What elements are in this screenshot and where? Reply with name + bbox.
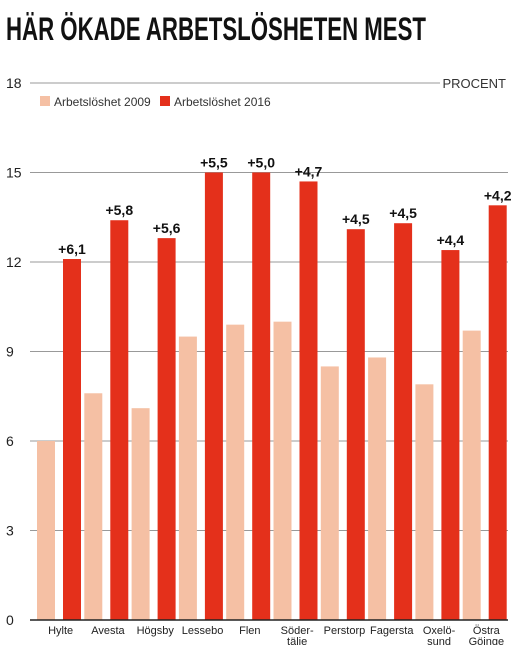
x-tick-label: Perstorp xyxy=(324,625,366,637)
y-tick-label: 6 xyxy=(6,433,14,449)
bar-2009 xyxy=(84,393,103,620)
data-label: +4,2 xyxy=(484,187,512,203)
legend: Arbetslöshet 2009 Arbetslöshet 2016 xyxy=(40,95,271,109)
data-label: +5,6 xyxy=(153,220,181,236)
x-tick-label: Avesta xyxy=(91,625,125,637)
legend-swatch-2009 xyxy=(40,96,50,106)
data-label: +4,5 xyxy=(389,205,417,221)
x-tick-label: tälje xyxy=(287,636,307,645)
x-tick-label: Lessebo xyxy=(182,625,224,637)
data-label: +4,4 xyxy=(437,232,465,248)
data-label: +4,5 xyxy=(342,211,370,227)
bar-2009 xyxy=(178,336,197,620)
bar-2009 xyxy=(462,330,481,620)
y-tick-label: 15 xyxy=(6,165,22,181)
bar-2009 xyxy=(320,366,339,620)
bar-2016 xyxy=(299,181,318,620)
bar-2016 xyxy=(394,223,413,620)
legend-swatch-2016 xyxy=(160,96,170,106)
x-tick-label: Fagersta xyxy=(370,625,414,637)
data-label: +5,8 xyxy=(105,202,133,218)
unit-label: PROCENT xyxy=(442,76,506,91)
bar-2016 xyxy=(157,238,176,620)
x-tick-label: Högsby xyxy=(137,625,175,637)
x-tick-label: Flen xyxy=(239,625,260,637)
bar-2009 xyxy=(131,408,150,620)
bar-2016 xyxy=(252,172,271,620)
legend-label-2009: Arbetslöshet 2009 xyxy=(54,95,151,109)
data-label: +6,1 xyxy=(58,241,86,257)
bar-2009 xyxy=(37,441,55,620)
y-tick-label: 12 xyxy=(6,254,22,270)
y-tick-label: 3 xyxy=(6,523,14,539)
bar-2016 xyxy=(441,250,460,621)
y-tick-label: 18 xyxy=(6,75,22,91)
bars xyxy=(37,172,507,621)
y-tick-label: 0 xyxy=(6,612,14,628)
x-tick-label: sund xyxy=(427,636,451,645)
bar-2009 xyxy=(273,321,292,620)
chart-title: HÄR ÖKADE ARBETSLÖSHETEN MEST xyxy=(6,11,426,47)
legend-label-2016: Arbetslöshet 2016 xyxy=(174,95,271,109)
category-labels: Hylte Avesta Högsby Lessebo Flen Söder-tälje P… xyxy=(48,625,504,645)
bar-2016 xyxy=(110,220,129,620)
x-tick-label: Oxelö- xyxy=(423,625,456,637)
bar-2009 xyxy=(415,384,434,620)
x-tick-label: Söder- xyxy=(281,625,314,637)
data-label: +5,5 xyxy=(200,155,228,171)
x-tick-label: Göinge xyxy=(469,636,504,645)
bar-2016 xyxy=(63,259,81,620)
y-tick-label: 9 xyxy=(6,344,14,360)
data-label: +4,7 xyxy=(295,163,323,179)
bar-2009 xyxy=(226,324,245,620)
bar-2009 xyxy=(368,357,387,620)
x-tick-label: Östra xyxy=(473,625,501,637)
bar-2016 xyxy=(488,205,507,621)
bar-2016 xyxy=(204,172,223,620)
x-tick-label: Hylte xyxy=(48,625,73,637)
data-labels: +6,1 +5,8 +5,6 +5,5 +5,0 +4,7 +4,5 +4,5 +4,4 +4,2 xyxy=(58,155,512,258)
bar-2016 xyxy=(346,229,365,620)
data-label: +5,0 xyxy=(247,155,275,171)
